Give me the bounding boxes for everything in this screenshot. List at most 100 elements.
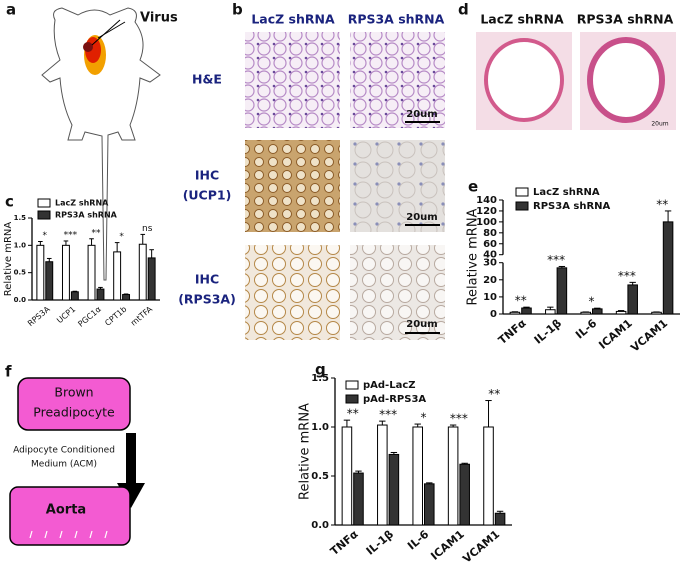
error-bar (98, 286, 103, 290)
panel-label: b (232, 1, 243, 19)
micrograph (350, 32, 445, 128)
legend-label: LacZ shRNA (533, 187, 600, 198)
panel-d: LacZ shRNA RPS3A shRNA 20um (476, 12, 676, 130)
error-bar (449, 424, 457, 427)
error-bar (390, 451, 398, 455)
legend-swatch (515, 187, 529, 197)
virus-label: Virus (140, 11, 178, 26)
significance: ns (142, 224, 153, 234)
error-bar (414, 423, 421, 427)
x-tick-label: mtTFA (129, 304, 154, 327)
bar (377, 424, 388, 526)
x-tick-label: TNFα (328, 527, 361, 558)
error-bar (461, 462, 468, 465)
bar (113, 251, 122, 301)
legend-swatch (37, 198, 51, 208)
error-bar (664, 210, 672, 222)
bar (483, 426, 494, 526)
column-header: LacZ shRNA (480, 12, 564, 27)
bar (122, 294, 131, 301)
target-box (9, 486, 131, 546)
arrow-label: Medium (ACM) (31, 460, 97, 470)
x-tick-label: RPS3A (26, 304, 52, 328)
y-tick-label: 1.5 (311, 373, 329, 384)
significance: ** (92, 228, 102, 238)
micrograph (245, 32, 340, 128)
y-tick-label: 1.0 (14, 241, 27, 249)
source-label: Preadipocyte (33, 405, 115, 420)
source-label: Brown (54, 385, 93, 400)
y-axis-label: Relative mRNA (466, 208, 481, 305)
error-bar (496, 510, 504, 514)
x-tick-label: VCAM1 (460, 528, 502, 566)
scale-label: 20um (406, 212, 437, 223)
virus-blob (83, 19, 126, 75)
error-bar (343, 419, 351, 427)
error-bar (140, 233, 146, 245)
bar (341, 426, 353, 526)
bar (138, 243, 147, 301)
scale-label: 20um (406, 109, 437, 120)
row-label: H&E (192, 72, 222, 87)
error-bar (355, 470, 362, 474)
significance: *** (618, 269, 636, 283)
error-bar (594, 307, 601, 309)
mouse-drawing (41, 7, 161, 281)
panel-f: Brown Preadipocyte Adipocyte Conditioned… (9, 377, 145, 546)
target-label: Aorta (46, 503, 86, 518)
significance: *** (547, 253, 565, 267)
error-bar (72, 290, 78, 292)
x-tick-label: IL-6 (405, 527, 431, 552)
y-tick-label: 80 (483, 228, 497, 239)
error-bar (149, 249, 154, 258)
x-tick-label: PGC1α (76, 305, 102, 329)
y-tick-label: 120 (476, 206, 497, 217)
bar (447, 426, 459, 526)
y-tick-label: 0.5 (311, 471, 329, 482)
legend-swatch (345, 380, 359, 390)
bar (627, 284, 638, 315)
x-tick-label: TNFα (496, 316, 529, 347)
error-bar (38, 241, 43, 246)
y-tick-label: 10 (483, 292, 497, 303)
significance: * (589, 295, 595, 309)
pointer (91, 19, 121, 46)
x-tick-label: UCP1 (55, 305, 77, 326)
significance: ** (488, 387, 500, 401)
micrograph (350, 245, 445, 340)
micrograph (350, 140, 445, 232)
bar (615, 310, 627, 315)
legend-label: RPS3A shRNA (55, 211, 118, 220)
bar (87, 244, 96, 301)
bar (662, 221, 674, 315)
x-tick-label: IL-6 (573, 316, 599, 341)
panel-label: g (315, 361, 326, 379)
bar (509, 311, 521, 315)
bar (45, 261, 54, 301)
bar (651, 311, 662, 315)
bar (592, 308, 603, 315)
error-bar (426, 482, 433, 484)
panel-label: a (6, 1, 16, 19)
bar (412, 426, 423, 526)
error-bar (617, 310, 625, 312)
legend-label: LacZ shRNA (55, 199, 109, 208)
significance: ** (347, 407, 359, 421)
scale-label: 20um (406, 319, 437, 330)
legend-swatch (37, 210, 51, 220)
panel-label: c (5, 193, 14, 211)
error-bar (123, 293, 129, 295)
panel-labels: a b c d e f g (5, 1, 478, 381)
bar (388, 453, 400, 526)
legend-label: pAd-RPS3A (363, 394, 426, 405)
y-axis-label: Relative mRNA (298, 403, 313, 500)
bar (96, 288, 105, 301)
significance: * (421, 411, 427, 425)
bar (521, 307, 532, 315)
x-tick-label: IL-1β (364, 528, 396, 558)
error-bar (485, 400, 492, 427)
legend-swatch (515, 201, 529, 211)
y-tick-label: 30 (483, 258, 497, 269)
x-tick-label: VCAM1 (628, 317, 670, 355)
